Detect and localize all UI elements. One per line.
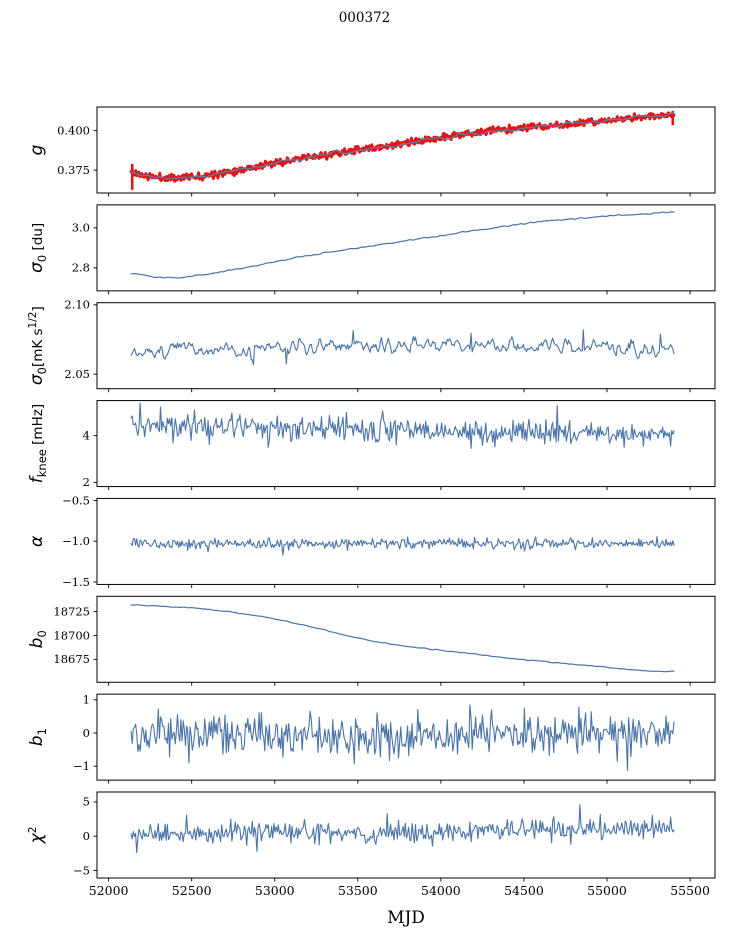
axes-frame [96,106,716,194]
y-tick-label: 2.05 [64,367,90,381]
series-b1-line [130,704,675,772]
axes-frame [96,595,716,683]
x-tick-label: 54500 [504,883,544,898]
panel-alpha: −0.5 −1.0 −1.5 α [27,493,716,589]
series-gain-model [130,111,675,181]
series-gain-errorbars [129,111,676,183]
y-tick-label: −1.0 [62,534,90,548]
series-sigma0-mk-line [130,329,675,366]
y-tick-label: 2.10 [64,298,90,312]
x-axis-label: MJD [387,908,425,928]
y-tick-label: −0.5 [62,493,90,507]
series-b0-line [130,604,675,673]
y-tick-label: 0.375 [57,163,90,177]
series-chi2-line [130,804,675,854]
y-axis-label-alpha: α [27,536,47,547]
y-tick-label: 2.8 [72,261,90,275]
y-axis-label-chi2: χ2 [27,827,47,845]
panel-b1: 1 0 −1 b1 [27,693,716,784]
y-axis-label-b0: b0 [27,630,49,648]
x-tick-label: 53500 [338,883,378,898]
axes-frame [96,497,716,585]
y-tick-label: 18675 [53,652,90,666]
x-tick-label: 52000 [89,883,129,898]
panel-fknee: 4 2 fknee [mHz] [27,400,716,491]
axes-frame [96,791,716,879]
y-tick-label: 0 [83,829,90,843]
x-tick-label: 54000 [421,883,461,898]
panel-sigma0-du: 3.0 2.8 σ0 [du] [27,204,716,295]
y-tick-label: 1 [83,693,90,707]
series-fknee-line [130,402,675,450]
axes-frame [96,302,716,390]
y-tick-label: 5 [83,795,90,809]
y-axis-label-g: g [27,144,47,155]
y-axis-label-fknee: fknee [mHz] [27,404,49,483]
y-tick-label: −1.5 [62,575,90,589]
y-axis-label-b1: b1 [27,728,49,746]
panel-g: 0.400 0.375 g [27,106,716,197]
y-tick-label: 18700 [53,628,90,642]
y-tick-label: 0 [83,726,90,740]
x-tick-label: 55000 [587,883,627,898]
y-tick-label: −1 [73,759,90,773]
panel-sigma0-mk: 2.10 2.05 σ0[mK s1/2] [27,298,716,393]
x-tick-label: 52500 [172,883,212,898]
panel-chi2: 5 0 −5 χ2 [27,791,716,882]
panel-b0: 18725 18700 18675 b0 [27,595,716,686]
chart-title: 000372 [338,10,391,26]
y-tick-label: 18725 [53,604,90,618]
axes-frame [96,400,716,488]
x-tick-label: 55500 [670,883,710,898]
y-axis-label-sigma0-du: σ0 [du] [27,223,49,273]
y-axis-label-sigma0-mk: σ0[mK s1/2] [27,306,49,385]
series-sigma0-du-line [130,211,675,279]
y-tick-label: 4 [83,428,90,442]
axes-frame [96,693,716,781]
y-tick-label: 3.0 [72,221,90,235]
y-tick-label: 2 [83,475,90,489]
axes-frame [96,204,716,292]
series-alpha-line [130,536,675,556]
y-tick-label: −5 [73,863,90,877]
x-tick-label: 53000 [255,883,295,898]
y-tick-label: 0.400 [57,123,90,137]
